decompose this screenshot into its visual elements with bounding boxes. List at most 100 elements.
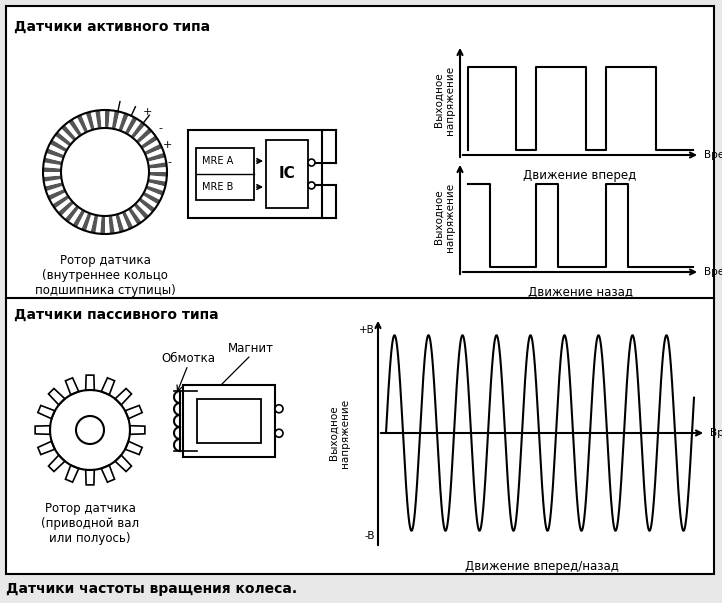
Text: Магнит: Магнит xyxy=(228,342,274,355)
Wedge shape xyxy=(43,167,61,172)
Wedge shape xyxy=(73,209,85,227)
Text: -B: -B xyxy=(365,531,375,541)
Polygon shape xyxy=(66,378,79,395)
Wedge shape xyxy=(105,110,110,128)
Polygon shape xyxy=(115,455,131,472)
Wedge shape xyxy=(65,206,79,222)
Wedge shape xyxy=(149,162,167,169)
Wedge shape xyxy=(136,128,152,144)
Wedge shape xyxy=(58,201,74,216)
Wedge shape xyxy=(95,110,102,128)
Wedge shape xyxy=(43,172,61,177)
Wedge shape xyxy=(118,213,129,231)
Polygon shape xyxy=(48,455,65,472)
Wedge shape xyxy=(95,215,102,234)
Polygon shape xyxy=(86,375,95,390)
Text: +B: +B xyxy=(360,325,375,335)
Wedge shape xyxy=(82,213,92,231)
Wedge shape xyxy=(139,131,155,146)
Wedge shape xyxy=(43,162,61,169)
Wedge shape xyxy=(122,211,133,229)
Text: Время: Время xyxy=(704,267,722,277)
Wedge shape xyxy=(69,207,82,225)
Text: +: + xyxy=(162,140,172,150)
Wedge shape xyxy=(50,140,67,152)
Wedge shape xyxy=(112,111,119,129)
Circle shape xyxy=(308,159,315,166)
Wedge shape xyxy=(45,182,63,191)
Wedge shape xyxy=(116,112,124,130)
Wedge shape xyxy=(147,182,165,191)
Wedge shape xyxy=(112,215,119,233)
Circle shape xyxy=(76,416,104,444)
Wedge shape xyxy=(125,117,137,134)
Wedge shape xyxy=(149,172,167,177)
Text: Движение вперед/назад: Движение вперед/назад xyxy=(465,560,619,573)
Wedge shape xyxy=(148,157,166,165)
Wedge shape xyxy=(61,203,77,219)
Wedge shape xyxy=(148,179,166,186)
Text: IC: IC xyxy=(279,166,295,182)
Wedge shape xyxy=(108,215,115,234)
Wedge shape xyxy=(82,113,92,131)
Text: -: - xyxy=(167,157,171,167)
Text: Время: Время xyxy=(704,150,722,160)
Wedge shape xyxy=(55,131,71,146)
Wedge shape xyxy=(52,195,69,209)
Text: MRE B: MRE B xyxy=(202,182,234,192)
Polygon shape xyxy=(130,426,145,434)
Text: MRE A: MRE A xyxy=(202,156,234,166)
Polygon shape xyxy=(101,378,115,395)
Polygon shape xyxy=(48,388,65,405)
Text: Выходное
напряжение: Выходное напряжение xyxy=(433,66,455,134)
Wedge shape xyxy=(128,207,142,225)
Circle shape xyxy=(50,390,130,470)
Wedge shape xyxy=(46,148,64,159)
Polygon shape xyxy=(35,426,51,434)
Wedge shape xyxy=(100,216,105,234)
Bar xyxy=(197,399,261,443)
Circle shape xyxy=(275,429,283,437)
Wedge shape xyxy=(149,175,167,182)
Polygon shape xyxy=(115,388,131,405)
Text: Время: Время xyxy=(710,428,722,438)
Wedge shape xyxy=(90,111,98,129)
Wedge shape xyxy=(58,128,74,144)
Wedge shape xyxy=(100,110,105,128)
Wedge shape xyxy=(118,113,129,131)
Wedge shape xyxy=(116,214,124,232)
Polygon shape xyxy=(125,405,142,418)
Text: +: + xyxy=(142,107,152,117)
Bar xyxy=(266,140,308,208)
Wedge shape xyxy=(50,192,67,204)
Text: Датчики пассивного типа: Датчики пассивного типа xyxy=(14,308,219,322)
Wedge shape xyxy=(136,201,152,216)
Wedge shape xyxy=(90,215,98,233)
Wedge shape xyxy=(55,198,71,212)
Wedge shape xyxy=(141,136,158,149)
Wedge shape xyxy=(146,148,164,159)
Wedge shape xyxy=(61,125,77,141)
Wedge shape xyxy=(131,206,145,222)
Bar xyxy=(183,385,275,457)
Wedge shape xyxy=(149,167,167,172)
Wedge shape xyxy=(69,119,82,136)
Text: Выходное
напряжение: Выходное напряжение xyxy=(329,399,350,467)
Text: Ротор датчика
(приводной вал
или полуось): Ротор датчика (приводной вал или полуось… xyxy=(41,502,139,545)
Text: Выходное
напряжение: Выходное напряжение xyxy=(433,183,455,251)
Text: Обмотка: Обмотка xyxy=(161,352,215,365)
Wedge shape xyxy=(44,157,62,165)
Wedge shape xyxy=(122,115,133,133)
Circle shape xyxy=(308,182,315,189)
Wedge shape xyxy=(45,153,63,162)
Wedge shape xyxy=(142,192,160,204)
Wedge shape xyxy=(77,115,88,133)
Wedge shape xyxy=(65,122,79,139)
Circle shape xyxy=(61,128,149,216)
Polygon shape xyxy=(66,465,79,482)
Wedge shape xyxy=(52,136,69,149)
Wedge shape xyxy=(125,209,137,227)
Wedge shape xyxy=(134,125,149,141)
Wedge shape xyxy=(46,186,64,196)
Wedge shape xyxy=(108,110,115,128)
